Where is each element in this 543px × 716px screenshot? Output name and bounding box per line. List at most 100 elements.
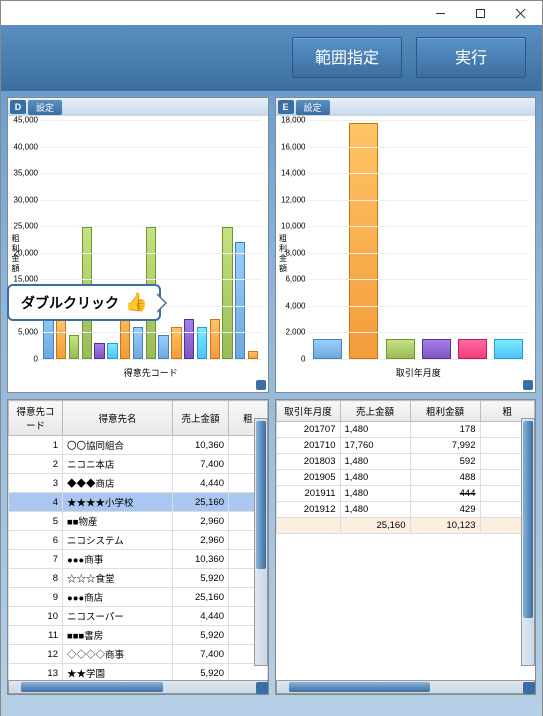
table-row[interactable]: 2019051,480488 (276, 470, 535, 486)
setting-button[interactable]: 設定 (28, 100, 62, 115)
y-tick: 0 (278, 355, 306, 364)
bar[interactable] (310, 120, 346, 359)
column-header[interactable]: 取引年月度 (276, 401, 340, 422)
cell: 178 (410, 422, 480, 438)
cell: 201912 (276, 502, 340, 518)
expand-icon[interactable] (256, 682, 268, 694)
cell: 1,480 (340, 470, 410, 486)
column-header[interactable]: 売上金額 (173, 401, 229, 436)
cell: 17,760 (340, 438, 410, 454)
bar[interactable] (157, 120, 170, 359)
cell: 5,920 (173, 664, 229, 681)
y-tick: 30,000 (10, 195, 38, 204)
expand-icon[interactable] (523, 682, 535, 694)
chart-row: D 設定 粗利金額 45,00040,00035,00030,00025,000… (7, 97, 536, 393)
vertical-scrollbar[interactable] (254, 418, 268, 666)
bar[interactable] (221, 120, 234, 359)
table-row[interactable]: 13★★学園5,920 (9, 664, 268, 681)
table-row[interactable]: 6ニコシステム2,960 (9, 531, 268, 550)
bar[interactable] (68, 120, 81, 359)
body: D 設定 粗利金額 45,00040,00035,00030,00025,000… (1, 91, 542, 716)
table-row[interactable]: 2019121,480429 (276, 502, 535, 518)
cell: 1,480 (340, 422, 410, 438)
bar[interactable] (455, 120, 491, 359)
y-tick: 15,000 (10, 275, 38, 284)
chart-panel-d: D 設定 粗利金額 45,00040,00035,00030,00025,000… (7, 97, 269, 393)
table-header-row: 得意先コード得意先名売上金額粗 (9, 401, 268, 436)
cell: 444 (410, 486, 480, 502)
table-row[interactable]: 2017071,480178 (276, 422, 535, 438)
table-row[interactable]: 1〇〇協同組合10,360 (9, 436, 268, 455)
cell: 25,160 (173, 493, 229, 512)
chart-panel-e: E 設定 粗利金額 18,00016,00014,00012,00010,000… (275, 97, 537, 393)
table-row[interactable]: 3◆◆◆商店4,440 (9, 474, 268, 493)
table-row[interactable]: 11■■■書房5,920 (9, 626, 268, 645)
cell: 10,360 (173, 436, 229, 455)
setting-button[interactable]: 設定 (296, 100, 330, 115)
bar[interactable] (418, 120, 454, 359)
bar[interactable] (382, 120, 418, 359)
bar[interactable] (234, 120, 247, 359)
bar[interactable] (247, 120, 260, 359)
table-row[interactable]: 2ニコニ本店7,400 (9, 455, 268, 474)
y-tick: 0 (10, 355, 38, 364)
panel-header: D 設定 (8, 98, 268, 116)
data-table: 取引年月度売上金額粗利金額粗 2017071,48017820171017,76… (276, 400, 536, 534)
close-button[interactable] (500, 2, 540, 24)
bar[interactable] (491, 120, 527, 359)
table-row[interactable]: 9●●●商店25,160 (9, 588, 268, 607)
bar[interactable] (132, 120, 145, 359)
column-header[interactable]: 得意先コード (9, 401, 63, 436)
bar[interactable] (346, 120, 382, 359)
execute-button[interactable]: 実行 (416, 37, 526, 78)
bar[interactable] (208, 120, 221, 359)
main-window: 範囲指定 実行 D 設定 粗利金額 45,00040,00035,00030,0… (0, 0, 543, 716)
cell: 7 (9, 550, 63, 569)
callout-text: ダブルクリック (21, 293, 119, 313)
cell: 201905 (276, 470, 340, 486)
column-header[interactable]: 売上金額 (340, 401, 410, 422)
table-row[interactable]: 7●●●商事10,360 (9, 550, 268, 569)
bar[interactable] (106, 120, 119, 359)
cell: 1,480 (340, 454, 410, 470)
bar[interactable] (93, 120, 106, 359)
plot-area: 18,00016,00014,00012,00010,0008,0006,000… (308, 120, 530, 360)
column-header[interactable]: 得意先名 (63, 401, 173, 436)
expand-icon[interactable] (256, 380, 266, 390)
bar[interactable] (183, 120, 196, 359)
table-row[interactable]: 5■■物産2,960 (9, 512, 268, 531)
table-scroll: 得意先コード得意先名売上金額粗 1〇〇協同組合10,3602ニコニ本店7,400… (8, 400, 268, 680)
thumbs-up-icon: 👍 (125, 292, 147, 313)
table-row[interactable]: 4★★★★小学校25,160 (9, 493, 268, 512)
column-header[interactable]: 粗利金額 (410, 401, 480, 422)
x-axis-label: 取引年月度 (308, 366, 530, 379)
range-button[interactable]: 範囲指定 (292, 37, 402, 78)
vertical-scrollbar[interactable] (521, 418, 535, 666)
cell: ◇◇◇◇商事 (63, 645, 173, 664)
bar[interactable] (144, 120, 157, 359)
cell: 7,400 (173, 455, 229, 474)
minimize-button[interactable] (420, 2, 460, 24)
bar[interactable] (119, 120, 132, 359)
cell: 201911 (276, 486, 340, 502)
bar[interactable] (196, 120, 209, 359)
bar[interactable] (42, 120, 55, 359)
table-row[interactable]: 2018031,480592 (276, 454, 535, 470)
x-axis-label: 得意先コード (40, 366, 262, 379)
table-row[interactable]: 8☆☆☆食堂5,920 (9, 569, 268, 588)
horizontal-scrollbar[interactable] (276, 680, 536, 694)
cell: 2,960 (173, 531, 229, 550)
cell: 7,992 (410, 438, 480, 454)
maximize-button[interactable] (460, 2, 500, 24)
bar[interactable] (55, 120, 68, 359)
cell: 12 (9, 645, 63, 664)
bar[interactable] (170, 120, 183, 359)
table-row[interactable]: 20171017,7607,992 (276, 438, 535, 454)
table-row[interactable]: 10ニコスーパー4,440 (9, 607, 268, 626)
horizontal-scrollbar[interactable] (8, 680, 268, 694)
cell: 10,123 (410, 518, 480, 534)
bar[interactable] (80, 120, 93, 359)
table-row[interactable]: 12◇◇◇◇商事7,400 (9, 645, 268, 664)
table-row[interactable]: 2019111,480444 (276, 486, 535, 502)
expand-icon[interactable] (523, 380, 533, 390)
